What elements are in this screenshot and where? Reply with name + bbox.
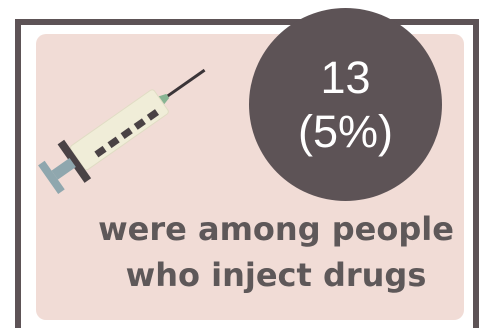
stat-count: 13 — [320, 51, 371, 103]
caption-line-2: who inject drugs — [125, 256, 427, 294]
stat-percent: (5%) — [297, 105, 393, 157]
caption-line-1: were among people — [98, 210, 454, 248]
stat-caption: were among people who inject drugs — [80, 206, 472, 298]
stat-circle: 13 (5%) — [249, 8, 442, 201]
syringe-icon — [38, 68, 206, 195]
